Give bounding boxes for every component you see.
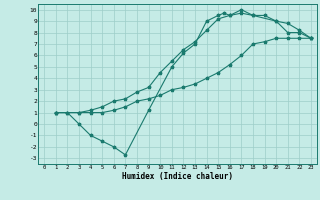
X-axis label: Humidex (Indice chaleur): Humidex (Indice chaleur) [122, 172, 233, 181]
